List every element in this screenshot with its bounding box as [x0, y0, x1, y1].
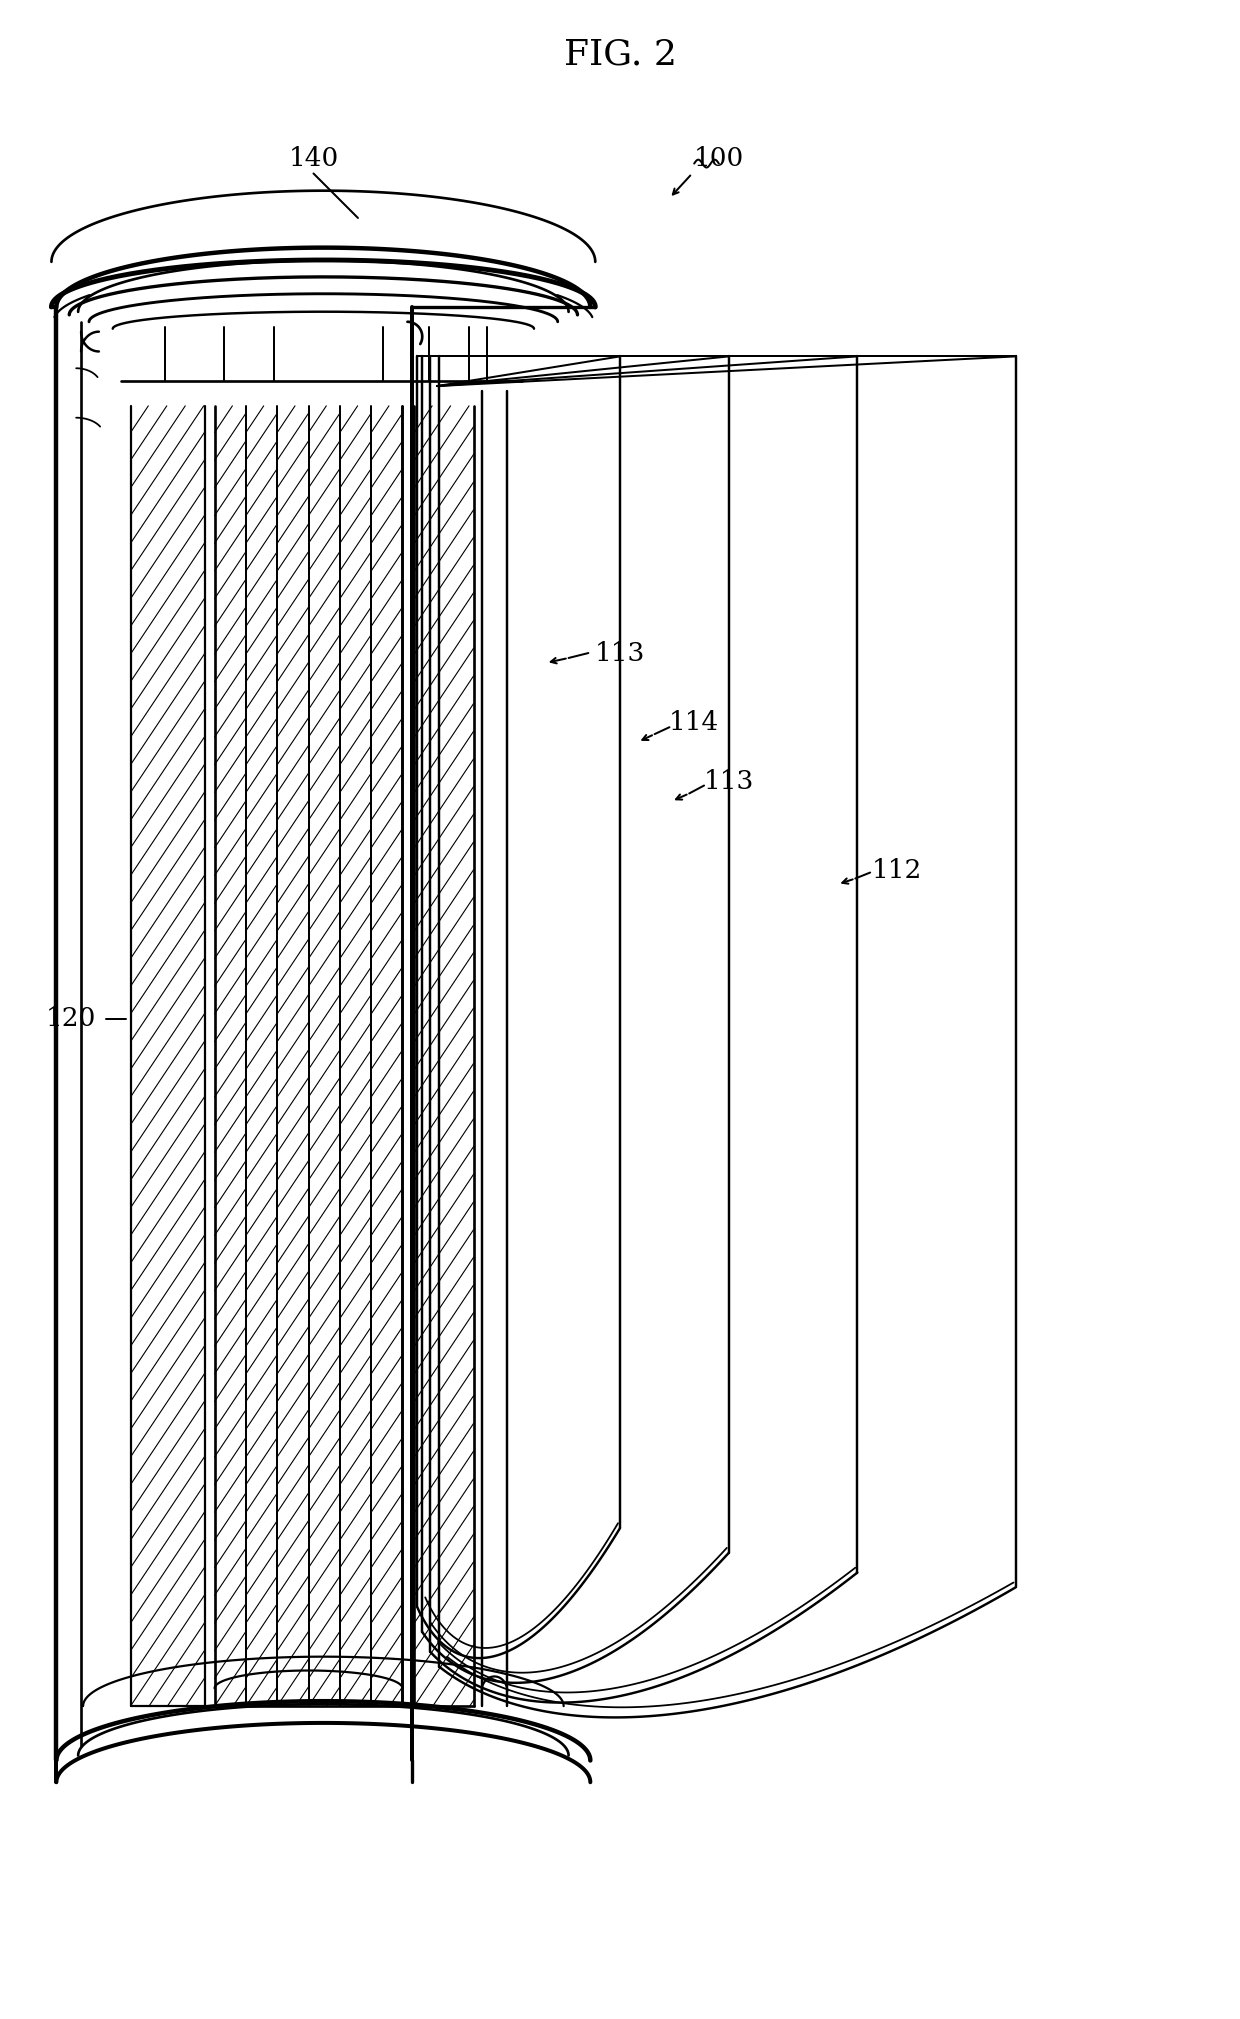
Text: FIG. 2: FIG. 2: [563, 38, 677, 73]
Text: 112: 112: [872, 858, 923, 882]
Text: 140: 140: [289, 145, 339, 172]
Text: 100: 100: [693, 145, 744, 172]
Text: 114: 114: [670, 711, 719, 735]
Text: 113: 113: [595, 640, 645, 666]
Text: 113: 113: [703, 769, 754, 793]
Text: 120: 120: [46, 1005, 97, 1032]
